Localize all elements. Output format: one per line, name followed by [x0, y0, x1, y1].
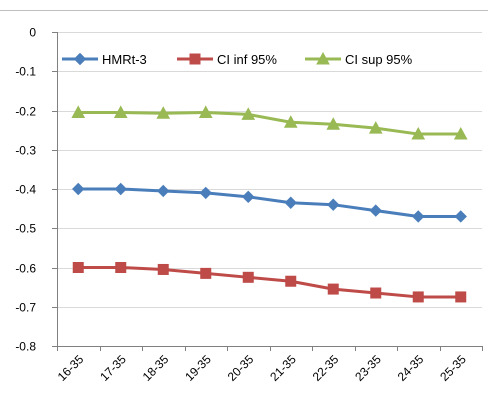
data-point: [455, 291, 467, 303]
y-tick-label: -0.7: [15, 301, 36, 315]
series-line-3: [78, 110, 461, 136]
x-tick-label: 22-35: [310, 352, 342, 384]
x-tick-label: 25-35: [437, 352, 469, 384]
data-point: [113, 105, 128, 118]
x-tick-label: 16-35: [55, 352, 87, 384]
data-point: [200, 267, 212, 279]
data-point: [327, 283, 339, 295]
legend-label: CI sup 95%: [345, 52, 413, 67]
data-point: [115, 262, 127, 273]
data-point: [412, 291, 424, 303]
y-tick-label: -0.5: [15, 222, 36, 236]
data-point: [72, 262, 84, 273]
data-point: [284, 196, 297, 209]
y-tick-label: -0.8: [15, 340, 36, 354]
data-point: [114, 182, 127, 196]
data-point: [411, 127, 426, 140]
x-tick-label: 17-35: [97, 352, 129, 384]
y-tick-label: -0.2: [15, 105, 36, 119]
y-tick-label: -0.4: [15, 183, 36, 197]
data-point: [71, 105, 86, 118]
data-point: [241, 107, 256, 120]
x-tick-label: 19-35: [182, 352, 214, 384]
y-tick-label: -0.6: [15, 262, 36, 276]
x-tick-label: 21-35: [267, 352, 299, 384]
legend-marker: [73, 52, 87, 66]
y-tick-label: 0: [29, 26, 36, 40]
data-point: [326, 117, 341, 130]
data-point: [283, 115, 298, 128]
data-point: [370, 287, 382, 299]
data-point: [199, 186, 212, 200]
data-point: [368, 121, 383, 134]
data-point: [156, 106, 171, 119]
legend-marker: [316, 51, 330, 65]
data-point: [157, 263, 169, 275]
y-tick-label: -0.3: [15, 144, 36, 158]
data-point: [327, 198, 340, 211]
data-point: [412, 210, 425, 223]
data-point: [242, 271, 254, 283]
legend-label: HMRt-3: [102, 52, 147, 67]
series-line-2: [78, 266, 461, 299]
legend-label: CI inf 95%: [217, 52, 277, 67]
x-tick-label: 20-35: [225, 352, 257, 384]
data-point: [285, 275, 297, 287]
data-point: [454, 210, 467, 223]
data-point: [72, 182, 85, 196]
data-point: [369, 204, 382, 217]
x-tick-label: 18-35: [140, 352, 172, 384]
series-line-1: [78, 187, 461, 218]
data-point: [157, 184, 170, 198]
x-tick-label: 24-35: [395, 352, 427, 384]
x-tick-label: 23-35: [352, 352, 384, 384]
data-point: [453, 127, 468, 140]
data-point: [198, 105, 213, 118]
data-point: [242, 190, 255, 204]
legend-marker: [189, 53, 201, 65]
y-tick-label: -0.1: [15, 65, 36, 79]
